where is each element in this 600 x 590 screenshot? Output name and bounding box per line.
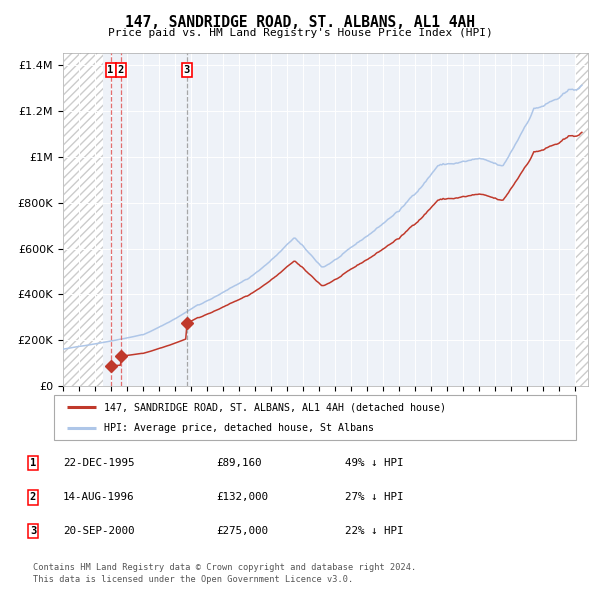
- Text: £132,000: £132,000: [216, 493, 268, 502]
- Text: £89,160: £89,160: [216, 458, 262, 468]
- Bar: [63, 53, 103, 386]
- Text: 3: 3: [30, 526, 36, 536]
- Bar: [575, 53, 588, 386]
- Text: 1: 1: [30, 458, 36, 468]
- Text: 27% ↓ HPI: 27% ↓ HPI: [345, 493, 404, 502]
- Text: 22-DEC-1995: 22-DEC-1995: [63, 458, 134, 468]
- Bar: [63, 53, 103, 386]
- Text: Price paid vs. HM Land Registry's House Price Index (HPI): Price paid vs. HM Land Registry's House …: [107, 28, 493, 38]
- Text: 2: 2: [118, 65, 124, 75]
- Text: This data is licensed under the Open Government Licence v3.0.: This data is licensed under the Open Gov…: [33, 575, 353, 584]
- Text: 14-AUG-1996: 14-AUG-1996: [63, 493, 134, 502]
- Text: 3: 3: [184, 65, 190, 75]
- Text: Contains HM Land Registry data © Crown copyright and database right 2024.: Contains HM Land Registry data © Crown c…: [33, 563, 416, 572]
- FancyBboxPatch shape: [54, 395, 576, 440]
- Text: 1: 1: [107, 65, 113, 75]
- Text: 20-SEP-2000: 20-SEP-2000: [63, 526, 134, 536]
- Bar: [575, 53, 588, 386]
- Text: 2: 2: [30, 493, 36, 502]
- Text: 22% ↓ HPI: 22% ↓ HPI: [345, 526, 404, 536]
- Text: £275,000: £275,000: [216, 526, 268, 536]
- Text: 147, SANDRIDGE ROAD, ST. ALBANS, AL1 4AH: 147, SANDRIDGE ROAD, ST. ALBANS, AL1 4AH: [125, 15, 475, 30]
- Text: HPI: Average price, detached house, St Albans: HPI: Average price, detached house, St A…: [104, 422, 374, 432]
- Text: 49% ↓ HPI: 49% ↓ HPI: [345, 458, 404, 468]
- Text: 147, SANDRIDGE ROAD, ST. ALBANS, AL1 4AH (detached house): 147, SANDRIDGE ROAD, ST. ALBANS, AL1 4AH…: [104, 402, 446, 412]
